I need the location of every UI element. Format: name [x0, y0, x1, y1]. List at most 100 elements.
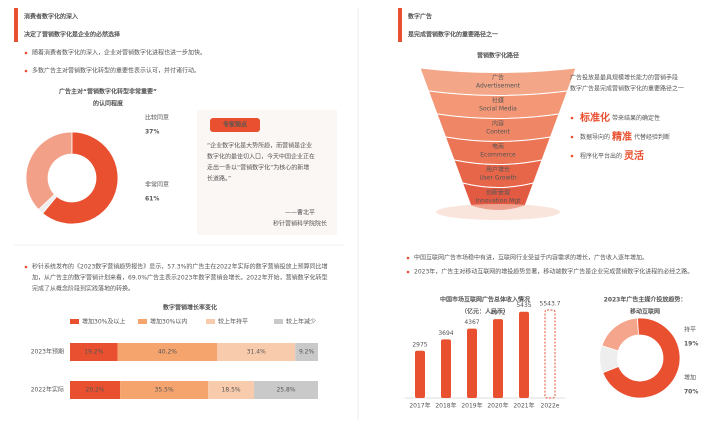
bar-segment [70, 381, 121, 399]
bullet-dot [406, 256, 410, 260]
bar-segment [254, 381, 318, 399]
bar-segment [208, 381, 255, 399]
bar [467, 328, 477, 398]
x-tick-label: 2019年 [461, 402, 482, 410]
data-label: 2975 [412, 341, 427, 348]
point: 标准化 带来结果的确定性 [579, 111, 660, 124]
bar [544, 309, 556, 399]
funnel-title: 营销数字化路径 [477, 52, 519, 60]
pie-slice [602, 317, 681, 399]
funnel-label: 社媒 [492, 97, 504, 105]
funnel-label: 内容 [492, 120, 504, 128]
quote-line: 数字化的最佳切入口，今天中国企业正在 [207, 153, 315, 161]
data-label: 5435 [516, 302, 531, 309]
data-label: 18.5% [222, 387, 241, 394]
funnel-label-en: Advertisement [476, 83, 521, 90]
bullet-dot [24, 265, 28, 269]
legend-swatch [70, 319, 79, 324]
bar-segment [70, 343, 118, 361]
funnel-label: 用户增长 [486, 166, 510, 174]
chart-title: 2023年广告主媒介投放趋势： [604, 296, 687, 304]
point-before: 程序化平台出的 [580, 152, 622, 160]
funnel-label-en: Ecommerce [480, 152, 516, 159]
legend-label: 增加30%及以上 [82, 318, 125, 326]
bullet-text: 多数广告主对营销数字化转型的重要性表示认可，并付诸行动。 [32, 67, 200, 75]
badge-text: 专家观点 [223, 121, 247, 129]
paragraph-line: 完成了从概念阶段到实践落地的转换。 [32, 285, 134, 293]
bullet-dot [570, 135, 574, 139]
chart-title: 广告主对“营销数字化转型非常重要” [59, 88, 157, 96]
x-tick-label: 2020年 [487, 402, 508, 410]
funnel-label: 电商 [492, 143, 504, 151]
bullet-text: 2023年，广告主对移动互联网的增投趋势显著，移动端数字广告是企业完成营销数字化… [414, 268, 693, 276]
bar [519, 311, 529, 398]
point-after: 代替经验判断 [634, 133, 670, 141]
expert-badge [210, 118, 260, 132]
funnel-label: 创新管理 [486, 189, 510, 197]
section-title: 决定了营销数字化是企业的必然选择 [24, 31, 121, 39]
bullet-dot [570, 154, 574, 158]
legend-swatch [138, 319, 147, 324]
legend-label: 较上年持平 [218, 318, 248, 326]
quote-line: 长道路。” [207, 175, 231, 183]
bullet-text: 中国互联网广告市场稳中有进，互联网行业受益于内容需求的增长，广告收入逐年增加。 [414, 254, 648, 262]
data-label: 3694 [438, 330, 453, 337]
bullet-dot [24, 69, 28, 73]
section-title: 消费者数字化的深入 [24, 13, 78, 21]
pie-slice [25, 131, 73, 211]
point-highlight: 标准化 [579, 111, 610, 124]
data-label: 25.8% [276, 387, 295, 394]
y-tick-label: 2022年实际 [31, 386, 64, 394]
chart-title: 的认同程度 [93, 100, 124, 108]
data-label: 31.4% [247, 349, 266, 356]
point: 程序化平台出的 灵活 [580, 149, 644, 162]
paragraph-line: 秒针系统发布的《2023数字营销趋势报告》显示，57.3%的广告主在2022年实… [32, 263, 328, 271]
pie-category: 持平 [684, 326, 696, 334]
paragraph-line: 加，从广告主的数字营销计划来看，69.0%广告主表示2023年数字营销会增长。2… [32, 274, 328, 282]
chart-title: 移动互联网 [630, 308, 660, 316]
funnel-label-en: Content [486, 129, 511, 136]
chart-title: 中国市场互联网广告总体收入情况 [440, 296, 530, 304]
data-label: 9.2% [299, 349, 315, 356]
bar [415, 350, 425, 398]
data-label: 19.2% [84, 349, 103, 356]
intro-line: 数字广告是完成营销数字化的重要路径之一 [570, 85, 684, 93]
pie-value-label: 19% [684, 341, 698, 348]
chart-title: （亿元：人民币） [461, 308, 509, 316]
title-accent [398, 8, 402, 42]
data-label: 4367 [464, 319, 479, 326]
pie-value-label: 61% [145, 196, 159, 203]
pie-category: 增加 [684, 374, 696, 382]
data-label: 40.2% [158, 349, 177, 356]
legend-swatch [206, 319, 215, 324]
bullet-dot [570, 116, 574, 120]
bar [493, 319, 503, 398]
bullet-dot [24, 51, 28, 55]
funnel-base [436, 204, 560, 220]
bar-segment [120, 381, 209, 399]
legend-label: 增加30%以内 [150, 318, 187, 326]
pie-value-label: 70% [684, 389, 698, 396]
data-label: 20.2% [86, 387, 105, 394]
point-after: 带来结果的确定性 [612, 114, 660, 122]
data-label: 5543.7 [540, 301, 561, 308]
legend-label: 较上年减少 [286, 318, 316, 326]
x-tick-label: 2022e [541, 403, 560, 410]
title-accent [14, 8, 18, 42]
section-title: 是完成营销数字化的重要路径之一 [407, 31, 498, 39]
pie-category: 比较同意 [145, 114, 169, 122]
pie-slice [42, 131, 119, 225]
data-label: 4972 [490, 310, 505, 317]
bullet-dot [406, 270, 410, 274]
x-tick-label: 2017年 [409, 402, 430, 410]
funnel-label-en: User Growth [479, 175, 516, 182]
chart-title: 数字营销增长率变化 [163, 304, 217, 312]
point-before: 数据导向的 [580, 133, 610, 141]
bar-segment [117, 343, 218, 361]
quote-author: ——曹北平 [285, 209, 315, 217]
y-tick-label: 2023年预期 [31, 348, 64, 356]
section-title: 数字广告 [408, 13, 432, 21]
funnel-label: 广告 [492, 74, 504, 82]
bullet-text: 随着消费者数字化的深入，企业对营销数字化进程也进一步加快。 [32, 49, 206, 57]
